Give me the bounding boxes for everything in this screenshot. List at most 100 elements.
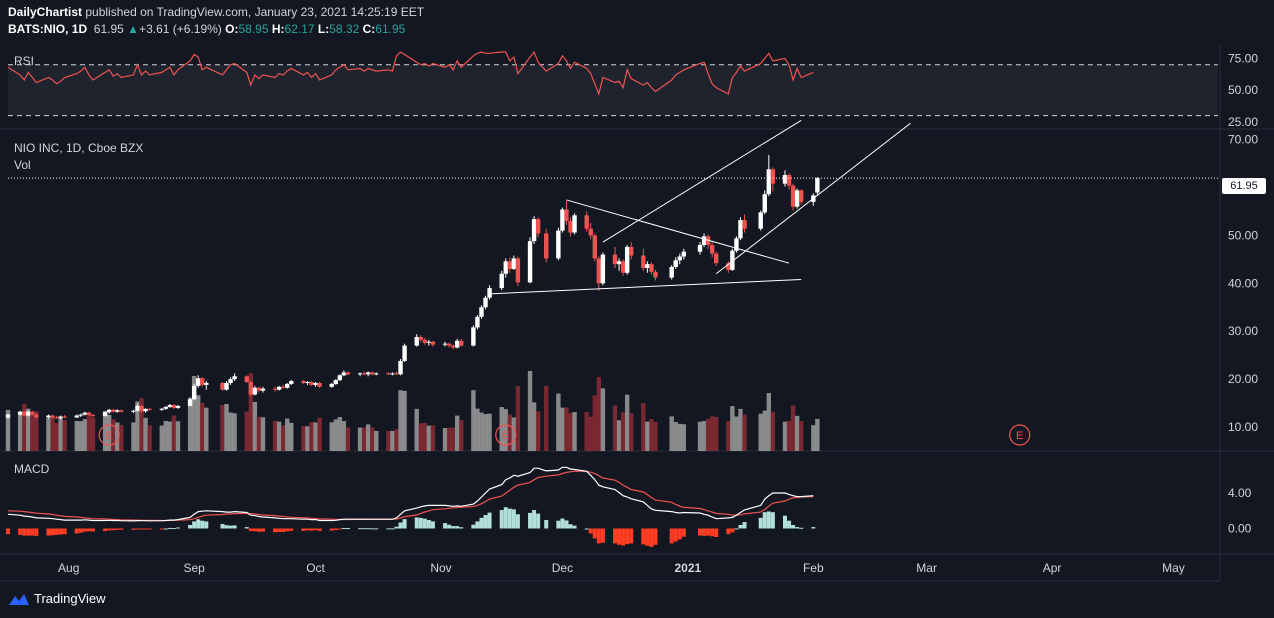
macd-histogram-bar <box>62 528 67 535</box>
macd-histogram-bar <box>345 528 350 530</box>
candle-body <box>669 267 674 278</box>
candle-body <box>86 412 92 416</box>
candle-body <box>147 408 152 410</box>
volume-bar <box>317 417 322 451</box>
macd-histogram-bar <box>782 515 787 529</box>
volume-bar <box>394 429 399 451</box>
candle-body <box>280 386 286 388</box>
macd-histogram-bar <box>200 520 205 529</box>
volume-bar <box>507 414 513 451</box>
symbol-name[interactable]: BATS:NIO, 1D <box>8 22 88 36</box>
volume-bar <box>357 427 363 451</box>
volume-bar <box>135 401 140 451</box>
macd-histogram-bar <box>795 527 800 529</box>
earnings-marker <box>98 424 120 446</box>
volume-bar <box>196 395 201 451</box>
macd-histogram-bar <box>471 524 476 529</box>
candle-body <box>414 336 419 346</box>
volume-bar <box>228 412 233 451</box>
macd-histogram-bar <box>358 528 363 530</box>
macd-histogram-bar <box>175 527 180 529</box>
tradingview-logo[interactable]: TradingView <box>8 591 106 606</box>
channel-lower-line <box>715 122 911 275</box>
candle-body <box>119 410 124 412</box>
volume-bar <box>560 407 565 451</box>
macd-histogram-bar <box>564 520 569 529</box>
candle-body <box>329 383 334 387</box>
macd-histogram-bar <box>82 528 87 532</box>
rsi-line <box>7 50 814 96</box>
high-label: H: <box>271 22 285 36</box>
macd-line <box>7 466 814 522</box>
volume-bar <box>50 417 55 451</box>
macd-histogram-bar <box>30 528 35 536</box>
volume-bar <box>454 415 460 451</box>
candle-body <box>782 175 788 184</box>
volume-bar <box>333 419 338 451</box>
candle-body <box>260 388 266 391</box>
macd-histogram-bar <box>147 528 152 530</box>
earnings-marker <box>495 424 517 446</box>
macd-histogram-bar <box>301 528 306 531</box>
candle-body <box>370 372 375 375</box>
macd-histogram-bar <box>139 528 144 530</box>
candle-body <box>34 414 39 418</box>
volume-label: Vol <box>14 158 31 172</box>
published-text: published on TradingView.com, January 23… <box>82 5 425 19</box>
volume-bar <box>503 409 508 451</box>
macd-tick-label: 0.00 <box>1228 521 1252 535</box>
macd-histogram-bar <box>588 528 593 534</box>
volume-bar <box>272 421 278 451</box>
volume-bar <box>252 401 258 451</box>
macd-histogram-bar <box>475 521 480 529</box>
candle-body <box>21 411 27 416</box>
macd-histogram-bar <box>135 528 140 530</box>
time-tick-label: Dec <box>552 561 573 575</box>
close-label: C: <box>362 22 376 36</box>
macd-histogram-bar <box>414 517 419 529</box>
candle-body <box>446 343 452 346</box>
candle-body <box>224 382 229 390</box>
candle-body <box>770 169 776 184</box>
volume-bar <box>163 420 169 451</box>
macd-histogram-bar <box>617 528 622 545</box>
volume-bar <box>167 421 173 451</box>
macd-histogram-bar <box>556 520 561 529</box>
candle-body <box>365 372 371 375</box>
candle-body <box>187 399 193 406</box>
candle-body <box>159 408 164 410</box>
macd-histogram-bar <box>499 510 504 529</box>
macd-histogram-bar <box>54 528 59 535</box>
candle-body <box>232 376 237 380</box>
candle-body <box>256 387 262 391</box>
candle-body <box>499 273 504 289</box>
candle-body <box>568 221 573 233</box>
volume-bar <box>131 422 136 451</box>
candle-body <box>337 375 343 381</box>
candle-body <box>483 297 488 308</box>
volume-bar <box>811 425 816 451</box>
macd-histogram-bar <box>386 528 391 530</box>
candle-body <box>475 316 480 328</box>
candle-body <box>62 416 67 418</box>
macd-histogram-bar <box>188 524 193 529</box>
volume-bar <box>341 421 347 451</box>
author-name[interactable]: DailyChartist <box>8 5 83 19</box>
volume-bar <box>742 414 747 451</box>
candle-body <box>333 380 338 384</box>
candle-body <box>527 241 533 283</box>
volume-bar <box>111 419 116 451</box>
volume-bar <box>430 425 436 451</box>
time-tick-label: 2021 <box>675 561 702 575</box>
candle-body <box>815 178 820 193</box>
macd-histogram-bar <box>305 528 310 531</box>
macd-histogram-bar <box>78 528 83 533</box>
candle-body <box>143 408 148 412</box>
candle-body <box>26 411 31 416</box>
macd-histogram-bar <box>572 525 577 529</box>
macd-histogram-bar <box>714 528 719 538</box>
symbol-info: BATS:NIO, 1D 61.95 ▲+3.61 (+6.19%) O:58.… <box>8 22 405 36</box>
candle-body <box>786 175 792 186</box>
price-tick-label: 40.00 <box>1228 276 1258 290</box>
